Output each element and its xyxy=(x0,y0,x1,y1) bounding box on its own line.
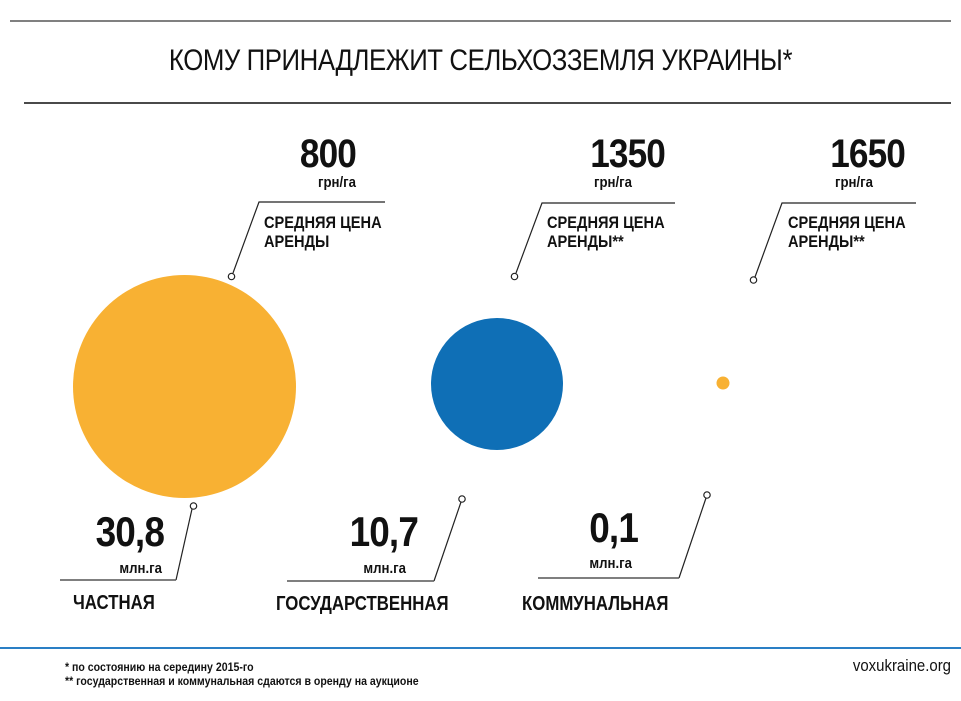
price-unit-private: грн/га xyxy=(317,174,356,191)
title-divider xyxy=(24,102,951,104)
bubble-communal xyxy=(716,376,730,390)
area-unit-private: млн.га xyxy=(119,560,162,577)
top-divider xyxy=(10,20,951,22)
price-label-private: СРЕДНЯЯ ЦЕНА АРЕНДЫ xyxy=(264,213,382,251)
price-label-communal: СРЕДНЯЯ ЦЕНА АРЕНДЫ** xyxy=(788,213,906,251)
price-value-private: 800 xyxy=(299,132,357,176)
owner-label-private: ЧАСТНАЯ xyxy=(73,592,155,614)
source-link[interactable]: voxukraine.org xyxy=(852,656,951,675)
price-unit-state: грн/га xyxy=(593,174,632,191)
price-value-communal: 1650 xyxy=(830,132,906,176)
price-label-line1: СРЕДНЯЯ ЦЕНА xyxy=(264,213,382,232)
bubble-state xyxy=(431,318,563,450)
area-value-state: 10,7 xyxy=(349,508,419,555)
price-value-state: 1350 xyxy=(590,132,666,176)
chart-title: КОМУ ПРИНАДЛЕЖИТ СЕЛЬХОЗЗЕМЛЯ УКРАИНЫ* xyxy=(168,44,793,77)
price-label-line2: АРЕНДЫ** xyxy=(788,232,865,251)
price-label-line2: АРЕНДЫ** xyxy=(547,232,624,251)
area-value-private: 30,8 xyxy=(95,508,165,555)
price-label-line1: СРЕДНЯЯ ЦЕНА xyxy=(547,213,665,232)
bubble-private xyxy=(73,275,296,498)
price-label-state: СРЕДНЯЯ ЦЕНА АРЕНДЫ** xyxy=(547,213,665,251)
owner-label-communal: КОММУНАЛЬНАЯ xyxy=(522,593,669,615)
owner-label-state: ГОСУДАРСТВЕННАЯ xyxy=(276,593,449,615)
footnote-2: ** государственная и коммунальная сдаютс… xyxy=(65,674,419,688)
price-label-line1: СРЕДНЯЯ ЦЕНА xyxy=(788,213,906,232)
footer-divider xyxy=(0,647,961,649)
price-label-line2: АРЕНДЫ xyxy=(264,232,330,251)
price-unit-communal: грн/га xyxy=(834,174,873,191)
area-unit-state: млн.га xyxy=(363,560,406,577)
footnote-1: * по состоянию на середину 2015-го xyxy=(65,660,254,674)
area-unit-communal: млн.га xyxy=(589,555,632,572)
area-value-communal: 0,1 xyxy=(589,504,639,551)
